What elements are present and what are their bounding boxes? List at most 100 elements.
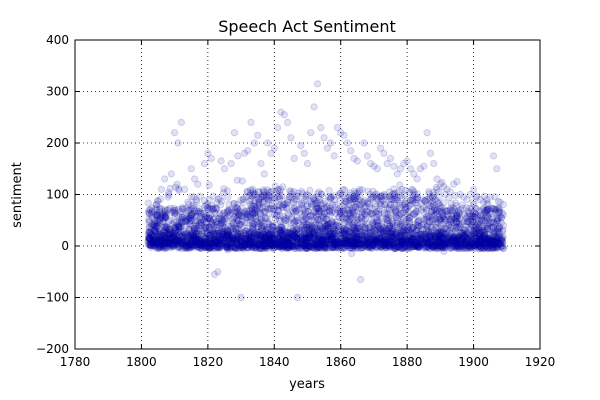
data-point [148,237,156,245]
data-point [247,239,255,247]
data-point [299,221,308,229]
data-point [498,243,506,251]
data-point [184,215,192,223]
data-point [160,228,168,236]
data-point [438,178,446,187]
data-point [430,232,439,240]
data-point [270,233,279,241]
data-point [149,220,157,228]
data-point [334,243,343,251]
data-point [421,197,429,205]
data-point [379,232,387,240]
data-point [175,222,183,230]
data-point [220,239,228,247]
data-point [241,241,249,249]
data-point [303,241,312,249]
x-tick-label: 1780 [60,355,91,369]
data-point [290,232,298,240]
data-point [433,209,441,218]
data-point [178,245,186,253]
data-point [223,244,232,252]
data-point [489,224,497,232]
data-point [421,242,429,250]
data-point [285,240,293,248]
data-point [282,203,290,211]
data-point [234,207,242,215]
data-point [219,236,227,244]
data-point [250,220,258,228]
data-point [426,195,434,203]
data-point [362,241,370,249]
data-point [365,203,373,211]
data-point [307,239,315,247]
data-point [353,241,361,249]
data-point [456,243,465,251]
data-point [406,237,414,245]
data-point [444,240,452,248]
data-point [224,231,232,239]
data-point [212,205,220,213]
data-point [380,235,388,244]
data-point [384,210,392,218]
data-point [436,244,445,252]
data-point [345,193,353,201]
data-point [275,239,283,247]
data-point [146,206,154,214]
data-point [314,204,322,213]
data-point [247,213,255,221]
data-point [267,242,275,250]
data-point [479,237,487,245]
data-point [256,232,264,240]
data-point [369,234,377,242]
data-point [381,242,389,250]
data-point [455,215,463,223]
data-point [417,241,425,249]
data-point [314,244,322,252]
data-point [178,217,186,225]
data-point [364,228,372,236]
data-point [224,193,232,201]
data-point [386,243,395,251]
data-point [196,192,204,200]
data-point [279,212,288,220]
data-point [194,207,202,215]
data-point [185,214,193,222]
data-point [389,221,398,229]
data-point [371,219,380,227]
data-point [435,229,443,237]
data-point [175,223,183,231]
data-point [238,244,246,252]
data-point [247,195,255,203]
data-point [458,242,466,250]
data-point [356,236,364,244]
data-point [335,213,343,221]
data-point [413,195,421,203]
data-point [437,237,445,246]
data-point [311,233,319,241]
data-point [338,202,346,210]
data-point [265,236,273,244]
data-point [190,233,198,241]
data-point [224,230,232,238]
data-point [347,147,355,155]
data-point [337,226,345,234]
data-point [161,237,169,246]
y-tick-label: 300 [46,85,69,99]
data-point [393,230,401,238]
data-point [232,226,240,234]
data-point [276,232,284,240]
data-point [475,226,483,234]
data-point [290,235,298,243]
data-point [421,237,429,245]
data-point [231,212,239,220]
data-point [188,212,196,220]
data-point [181,241,189,249]
data-point [448,225,457,233]
data-point [288,242,296,250]
data-point [385,195,393,204]
data-point [439,212,447,220]
data-point [205,181,213,189]
data-point [350,239,358,247]
data-point [285,234,293,242]
data-point [430,232,438,240]
